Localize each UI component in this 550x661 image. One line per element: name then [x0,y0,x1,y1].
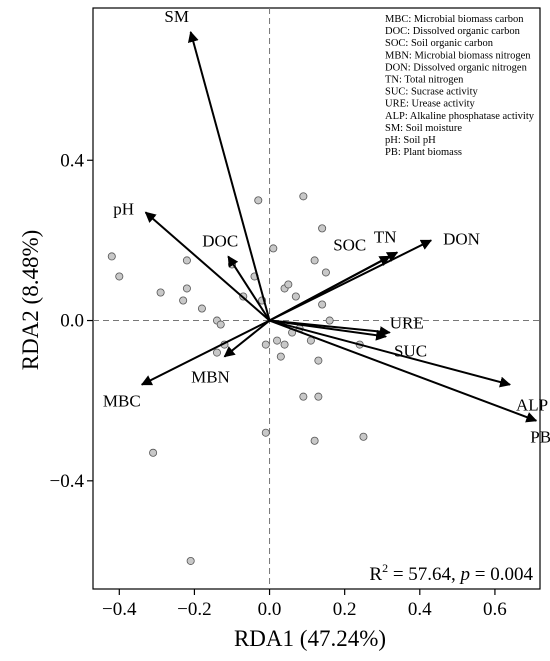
sample-point [280,340,289,349]
vector-label-ure: URE [390,314,424,333]
legend-entry: SOC: Soil organic carbon [385,38,494,49]
vector-label-pb: PB [530,428,550,447]
sample-point [115,272,124,281]
sample-point [359,432,368,441]
vector-arrow-doc [227,255,271,322]
legend-entry: TN: Total nitrogen [385,75,464,86]
sample-point [107,252,116,261]
sample-point [182,284,191,293]
vector-label-doc: DOC [202,231,238,250]
sample-point [314,356,323,365]
sample-point [321,268,330,277]
sample-point [299,192,308,201]
sample-point [299,392,308,401]
sample-point [284,280,293,289]
vector-arrow-mbc [140,319,270,386]
sample-point [318,300,327,309]
sample-point [197,304,206,313]
legend-entry: URE: Urease activity [385,99,476,110]
vector-label-soc: SOC [333,235,366,254]
legend-entry: PB: Plant biomass [385,147,462,158]
sample-point [291,292,300,301]
sample-point [314,392,323,401]
legend-entry: SUC: Sucrase activity [385,87,478,98]
vector-arrow-suc [269,319,388,341]
sample-point [149,448,158,457]
legend-entry: DON: Dissolved organic nitrogen [385,62,528,73]
vector-label-mbn: MBN [191,368,230,387]
legend-entry: ALP: Alkaline phosphatase activity [385,111,535,122]
sample-point [325,316,334,325]
x-tick-label: 0.0 [258,599,282,620]
legend-entry: MBN: Microbial biomass nitrogen [385,50,531,61]
vector-label-alp: ALP [516,396,548,415]
vector-arrow-ph [144,211,271,322]
sample-point [216,320,225,329]
vector-arrow-mbn [223,319,271,358]
x-tick-label: −0.4 [102,599,137,620]
y-tick-label: 0.0 [60,311,84,332]
sample-point [182,256,191,265]
r2-prefix: R [369,564,382,585]
x-tick-label: 0.6 [483,599,507,620]
vector-label-ph: pH [113,199,134,218]
vector-arrow-sm [187,30,271,321]
x-axis-title: RDA1 (47.24%) [234,626,386,651]
r2-superscript: 2 [382,561,388,575]
legend-entry: SM: Soil moisture [385,123,462,134]
vector-arrow-pb [269,319,538,423]
sample-point [179,296,188,305]
x-tick-label: 0.2 [333,599,357,620]
legend-entry: pH: Soil pH [385,135,436,146]
p-value: = 0.004 [470,564,533,585]
vector-label-tn: TN [374,227,397,246]
vector-arrow-alp [269,319,512,388]
sample-point [273,336,282,345]
sample-point [156,288,165,297]
vector-label-sm: SM [164,7,189,26]
r2-value: = 57.64, [388,564,460,585]
vector-label-suc: SUC [394,342,427,361]
vector-label-don: DON [443,229,480,248]
y-tick-label: −0.4 [50,471,85,492]
x-tick-label: 0.4 [408,599,432,620]
vector-label-mbc: MBC [103,392,141,411]
sample-point [276,352,285,361]
sample-point [212,348,221,357]
r2-p-annotation: R2 = 57.64, p = 0.004 [369,561,533,585]
sample-point [261,428,270,437]
sample-point [186,556,195,565]
y-tick-label: 0.4 [60,150,84,171]
sample-point [310,256,319,265]
sample-point [310,436,319,445]
p-symbol: p [459,564,471,585]
sample-point [254,196,263,205]
sample-point [318,224,327,233]
legend-entry: DOC: Dissolved organic carbon [385,26,521,37]
y-axis-title: RDA2 (8.48%) [18,230,43,371]
plot-frame [92,7,541,590]
sample-point [261,340,270,349]
vector-arrow-don [269,239,433,322]
sample-point [269,244,278,253]
legend-entry: MBC: Microbial biomass carbon [385,14,524,25]
x-tick-label: −0.2 [177,599,211,620]
